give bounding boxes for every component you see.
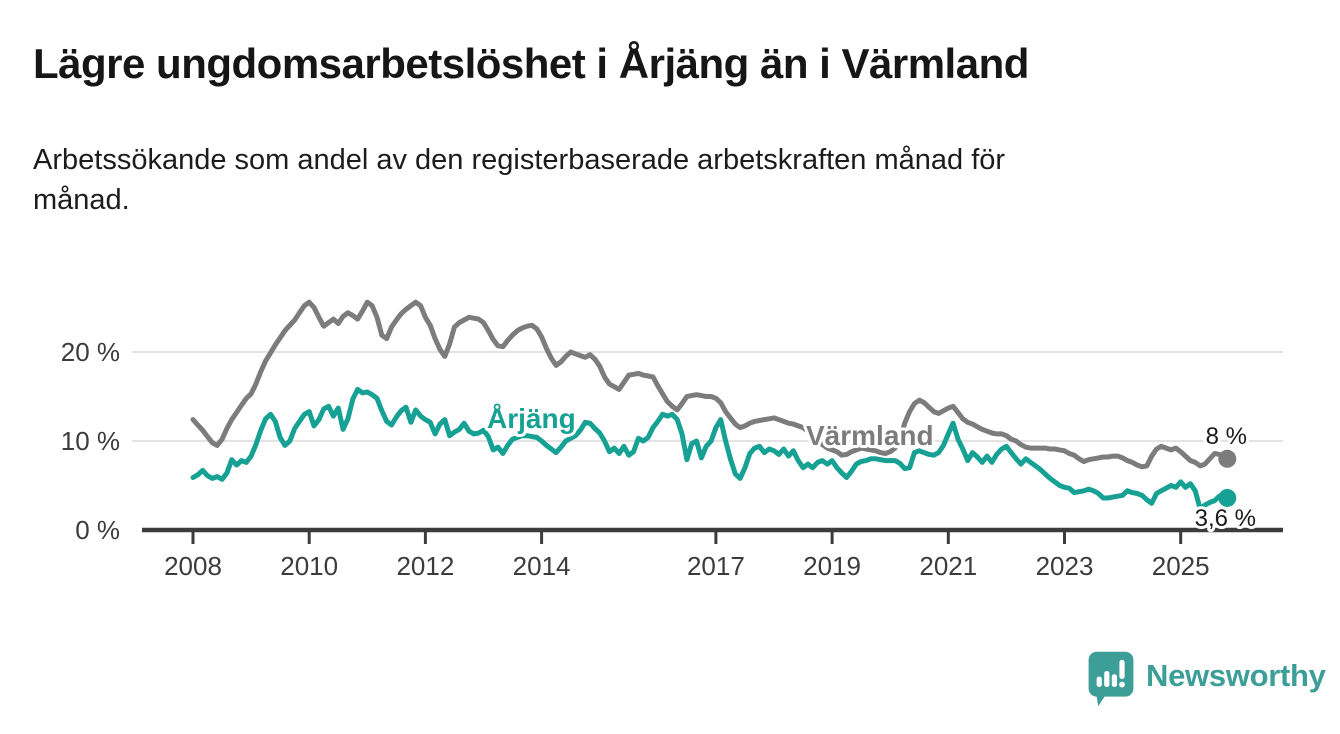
x-tick-label: 2025 — [1152, 551, 1210, 581]
series-end-value-arjang: 3,6 % — [1195, 505, 1256, 532]
newsworthy-logo: Newsworthy — [1087, 650, 1326, 713]
series-line-varmland — [190, 299, 1227, 470]
x-tick-label: 2012 — [396, 551, 454, 581]
page-subtitle: Arbetssökande som andel av den registerb… — [33, 144, 1006, 216]
series-end-dot-varmland — [1218, 449, 1237, 468]
x-tick-label: 2017 — [687, 551, 745, 581]
y-tick-label: 20 % — [61, 337, 120, 367]
newsworthy-icon — [1087, 650, 1135, 713]
series-label-arjang: Årjäng — [487, 403, 576, 434]
x-tick-label: 2008 — [164, 551, 222, 581]
x-tick-label: 2010 — [280, 551, 338, 581]
series-end-value-varmland: 8 % — [1206, 423, 1247, 450]
y-tick-label: 10 % — [61, 426, 120, 456]
page-title: Lägre ungdomsarbetslöshet i Årjäng än i … — [33, 40, 1029, 87]
series-line-arjang — [190, 386, 1227, 512]
series-label-varmland: Värmland — [806, 420, 934, 451]
x-tick-label: 2019 — [803, 551, 861, 581]
y-tick-label: 0 % — [75, 515, 120, 545]
x-tick-label: 2021 — [919, 551, 977, 581]
series-end-dot-arjang — [1218, 488, 1237, 507]
x-tick-label: 2014 — [513, 551, 571, 581]
newsworthy-wordmark: Newsworthy — [1146, 658, 1326, 693]
x-tick-label: 2023 — [1036, 551, 1094, 581]
